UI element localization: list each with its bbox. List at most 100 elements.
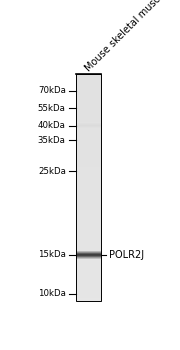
Bar <box>76 292 101 294</box>
Bar <box>76 208 101 210</box>
Bar <box>76 104 101 106</box>
Bar <box>76 256 101 258</box>
Bar <box>76 190 101 192</box>
Bar <box>76 154 101 156</box>
Bar <box>76 158 101 160</box>
Bar <box>76 271 101 274</box>
Bar <box>76 181 101 183</box>
Bar <box>76 199 101 201</box>
Bar <box>76 280 101 282</box>
Bar <box>76 228 101 231</box>
Bar <box>76 145 101 147</box>
Bar <box>76 102 101 104</box>
Bar <box>76 92 101 95</box>
Bar <box>76 111 101 113</box>
Bar <box>76 210 101 212</box>
Bar <box>76 222 101 224</box>
Text: 40kDa: 40kDa <box>38 121 66 130</box>
Bar <box>76 113 101 115</box>
Text: 70kDa: 70kDa <box>38 86 66 95</box>
Bar <box>76 122 101 124</box>
Bar <box>76 274 101 276</box>
Bar <box>76 185 101 188</box>
Bar <box>76 197 101 199</box>
Text: POLR2J: POLR2J <box>109 250 144 260</box>
Bar <box>76 233 101 235</box>
Text: 35kDa: 35kDa <box>38 136 66 145</box>
Bar <box>76 262 101 265</box>
Bar <box>76 165 101 167</box>
Bar <box>76 115 101 117</box>
Bar <box>76 95 101 97</box>
Bar <box>76 178 101 181</box>
Bar <box>76 242 101 244</box>
Bar <box>76 126 101 129</box>
Bar <box>76 294 101 296</box>
Text: 55kDa: 55kDa <box>38 104 66 113</box>
Bar <box>76 296 101 299</box>
Bar <box>76 253 101 255</box>
Bar <box>76 142 101 145</box>
Bar <box>76 285 101 287</box>
Bar <box>76 278 101 280</box>
Bar <box>76 151 101 154</box>
Bar <box>76 217 101 219</box>
Bar <box>76 267 101 269</box>
Bar <box>76 248 101 251</box>
Bar <box>76 299 101 301</box>
Bar <box>76 201 101 203</box>
Bar <box>76 246 101 248</box>
Bar <box>76 244 101 246</box>
Bar <box>76 106 101 108</box>
Bar <box>76 163 101 165</box>
Bar <box>76 226 101 228</box>
Bar <box>76 124 101 126</box>
Bar <box>76 188 101 190</box>
Bar <box>76 135 101 138</box>
Bar <box>76 251 101 253</box>
Bar <box>76 131 101 133</box>
Bar <box>76 212 101 215</box>
Bar <box>76 129 101 131</box>
Bar <box>76 156 101 158</box>
Bar <box>76 289 101 292</box>
Bar <box>76 169 101 172</box>
Bar <box>76 183 101 185</box>
Text: 10kDa: 10kDa <box>38 289 66 299</box>
Bar <box>76 269 101 271</box>
Bar <box>76 192 101 194</box>
Bar <box>76 282 101 285</box>
Bar <box>76 90 101 92</box>
Bar <box>76 215 101 217</box>
Bar <box>76 265 101 267</box>
Text: 25kDa: 25kDa <box>38 167 66 176</box>
Bar <box>76 86 101 88</box>
Bar <box>76 258 101 260</box>
Bar <box>76 138 101 140</box>
Bar <box>76 240 101 242</box>
Bar <box>76 206 101 208</box>
Bar <box>76 174 101 176</box>
Bar <box>76 140 101 142</box>
Bar <box>76 99 101 102</box>
Bar <box>76 74 101 77</box>
Bar <box>76 203 101 206</box>
Bar <box>76 219 101 222</box>
Bar <box>76 117 101 120</box>
Bar <box>76 108 101 111</box>
Bar <box>76 83 101 86</box>
Text: Mouse skeletal muscle: Mouse skeletal muscle <box>84 0 169 73</box>
Bar <box>76 260 101 262</box>
Bar <box>76 235 101 237</box>
Bar <box>76 149 101 151</box>
Bar <box>76 88 101 90</box>
Bar <box>76 120 101 122</box>
Bar <box>76 287 101 289</box>
Bar <box>76 160 101 163</box>
Bar <box>76 133 101 135</box>
Bar <box>76 74 101 301</box>
Bar <box>76 237 101 240</box>
Bar <box>76 167 101 169</box>
Bar <box>76 224 101 226</box>
Bar <box>76 276 101 278</box>
